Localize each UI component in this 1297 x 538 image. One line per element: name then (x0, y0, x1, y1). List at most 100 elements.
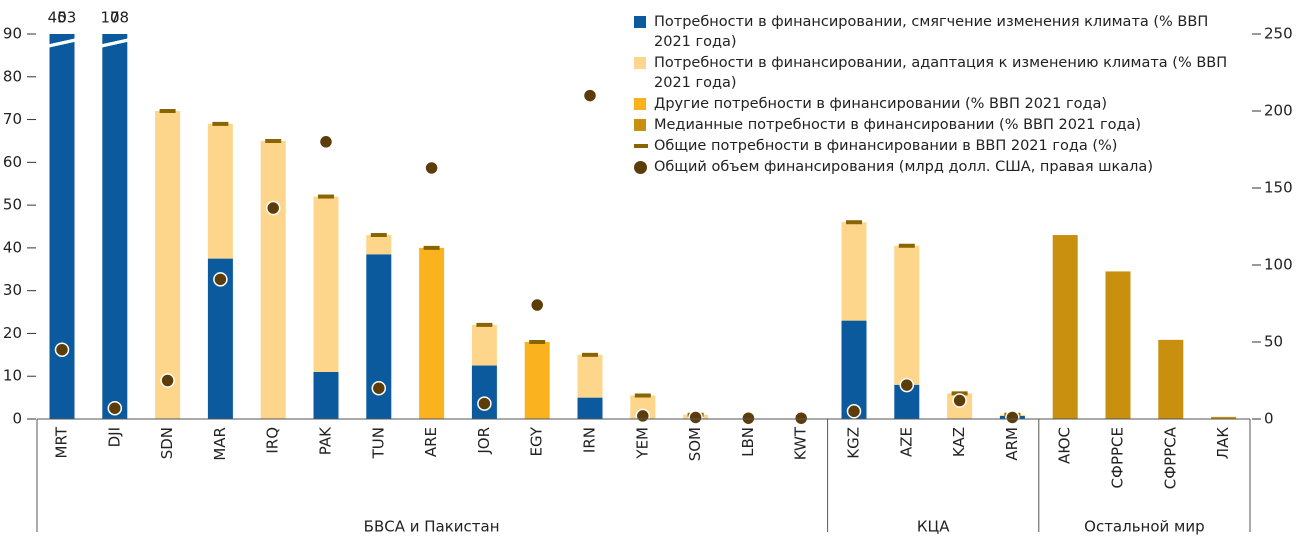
legend-swatch (634, 16, 646, 28)
x-tick-label: IRN (581, 427, 599, 453)
legend-swatch (634, 161, 647, 174)
legend-item: Медианные потребности в финансировании (… (634, 115, 1244, 135)
dot (107, 400, 123, 416)
bar (524, 342, 550, 419)
dot (213, 272, 228, 287)
plot (49, 34, 1237, 419)
legend-item: Потребности в финансировании, адаптация … (634, 53, 1244, 93)
x-tick-label: АЮС (1056, 427, 1074, 464)
legend-label: Медианные потребности в финансировании (… (654, 117, 1142, 133)
x-tick-label: EGY (528, 426, 546, 456)
bar (155, 111, 181, 419)
x-tick-label: JOR (475, 427, 493, 455)
bar (1105, 271, 1131, 419)
x-tick-label: KAZ (950, 427, 968, 457)
bar (366, 235, 392, 255)
bar (313, 196, 339, 372)
legend-item: Потребности в финансировании, смягчение … (634, 12, 1244, 52)
bar (419, 247, 445, 419)
x-tick-label: ARM (1003, 427, 1021, 461)
x-tick-label: AZE (897, 427, 915, 457)
legend-label: Потребности в финансировании, адаптация … (654, 55, 1228, 91)
y-tick-label: 60 (3, 153, 22, 171)
x-tick-label: SOM (686, 427, 704, 461)
y-tick-label: 10 (3, 367, 22, 385)
legend-swatch (634, 98, 646, 110)
bar (207, 123, 233, 259)
axis-break (48, 38, 76, 48)
legend-swatch (634, 57, 646, 69)
x-tick-label: KWT (792, 426, 810, 460)
dot (424, 160, 439, 176)
bar (471, 365, 497, 419)
y-tick-label: 80 (3, 67, 22, 85)
group-label: Остальной мир (1084, 518, 1205, 536)
dot (899, 377, 915, 393)
dot (477, 396, 492, 411)
y-tick-label: 70 (3, 110, 22, 128)
x-tick-label: ЛАК (1214, 427, 1232, 460)
legend-swatch (634, 144, 648, 148)
y-tick-label: 30 (3, 281, 22, 299)
legend-label: Потребности в финансировании, смягчение … (654, 14, 1209, 50)
legend-item: Общий объем финансирования (млрд долл. С… (634, 157, 1244, 177)
dot (741, 410, 756, 426)
x-tick-label: MRT (53, 426, 71, 458)
legend-label: Другие потребности в финансировании (% В… (654, 96, 1108, 112)
bar (894, 245, 920, 385)
bar (102, 34, 128, 419)
legend-item: Другие потребности в финансировании (% В… (634, 94, 1244, 114)
legend-item: Общие потребности в финансировании в ВВП… (634, 136, 1244, 156)
value-label: 178 (100, 9, 129, 27)
dot (371, 380, 387, 396)
legend-label: Общие потребности в финансировании в ВВП… (654, 138, 1118, 154)
y2-tick-label: 50 (1264, 333, 1283, 351)
bar (577, 397, 603, 419)
x-tick-label: LBN (739, 427, 757, 457)
dot (265, 200, 281, 216)
legend: Потребности в финансировании, смягчение … (634, 12, 1244, 178)
bar (1211, 416, 1237, 419)
dot (318, 134, 334, 150)
x-tick-label: СФРРСЕ (1109, 427, 1127, 488)
legend-swatch (634, 119, 646, 131)
value-label: 453 (48, 9, 77, 27)
bar (313, 371, 339, 419)
x-tick-label: MAR (211, 427, 229, 461)
x-tick-label: SDN (158, 427, 176, 459)
bar (841, 320, 867, 419)
y-tick-label: 40 (3, 238, 22, 256)
dot (846, 404, 862, 419)
dot (54, 342, 70, 357)
dot (793, 410, 809, 426)
value-label: 0 (110, 9, 120, 27)
y-tick-label: 50 (3, 196, 22, 214)
x-tick-label: YEM (633, 427, 651, 460)
group-label: КЦА (917, 518, 950, 536)
y2-tick-label: 100 (1264, 256, 1293, 274)
x-tick-label: DJI (105, 427, 123, 447)
axis-break (100, 38, 129, 48)
bar (260, 140, 286, 419)
y2-tick-label: 0 (1264, 410, 1274, 428)
y2-tick-label: 250 (1264, 25, 1293, 43)
group-label: БВСА и Пакистан (364, 518, 500, 536)
y-tick-label: 90 (3, 25, 22, 43)
bar (1158, 339, 1184, 419)
bar (49, 34, 75, 419)
bar (471, 324, 497, 366)
dot (635, 408, 651, 424)
y-tick-label: 0 (12, 410, 22, 428)
y2-tick-label: 150 (1264, 179, 1293, 197)
legend-label: Общий объем финансирования (млрд долл. С… (654, 159, 1153, 175)
value-label: 0 (110, 9, 120, 27)
dot (582, 88, 598, 103)
x-tick-label: TUN (369, 427, 387, 459)
x-tick-label: KGZ (845, 427, 863, 459)
x-tick-label: ARE (422, 427, 440, 457)
bar (841, 222, 867, 321)
dot (688, 410, 703, 425)
dot (529, 297, 545, 313)
value-label: 0 (57, 9, 67, 27)
